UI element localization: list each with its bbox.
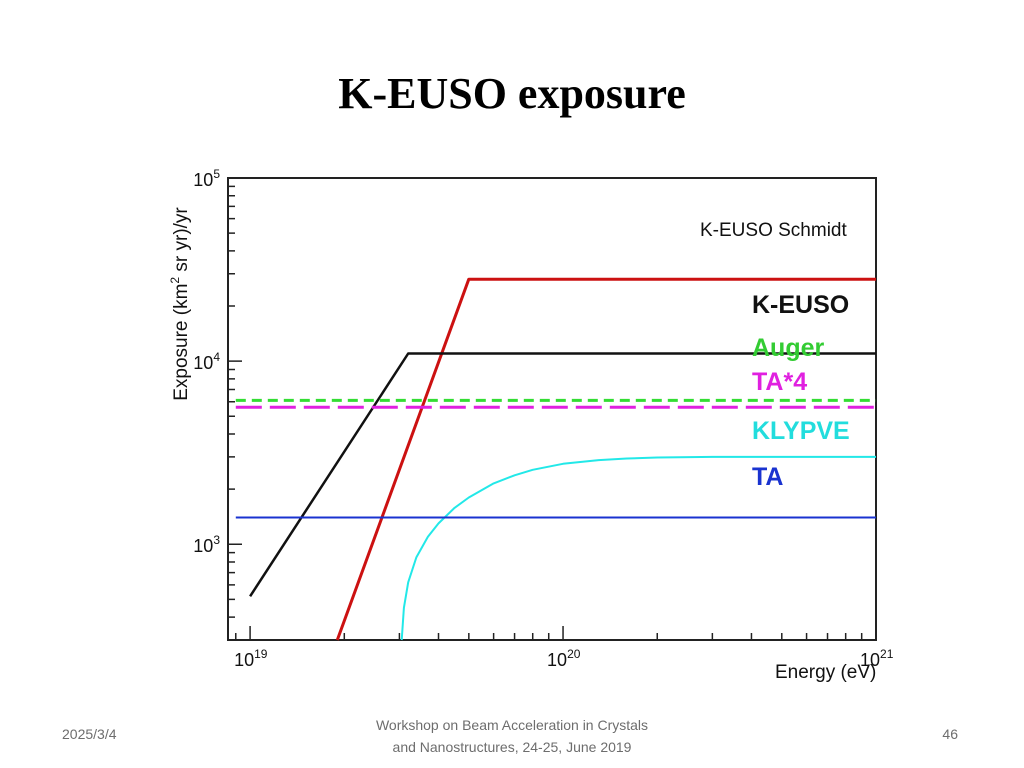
minor-ticks: [228, 177, 877, 641]
legend-label: TA*4: [752, 368, 807, 396]
x-tick-label: 1020: [547, 647, 581, 670]
legend-label: Auger: [752, 334, 825, 362]
series-line-k-euso-schmidt: [335, 277, 876, 641]
x-tick-base: 10: [860, 650, 880, 670]
x-tick-label: 1021: [860, 647, 894, 670]
x-axis-label: Energy (eV): [775, 662, 876, 683]
y-axis-label: Exposure (km2 sr yr)/yr: [168, 207, 192, 401]
y-axis-label-sup: 2: [168, 277, 182, 284]
y-tick-base: 10: [193, 353, 213, 373]
y-tick-base: 10: [193, 170, 213, 190]
x-tick-exp: 20: [567, 647, 581, 661]
plot-frame: [227, 177, 877, 641]
x-tick-exp: 19: [254, 647, 268, 661]
x-tick-base: 10: [547, 650, 567, 670]
legend: K-EUSO Schmidt K-EUSO Auger TA*4 KLYPVE TA: [700, 220, 850, 491]
y-tick-exp: 3: [213, 533, 220, 547]
y-tick-label: 105: [193, 167, 220, 190]
x-tick-label: 1019: [234, 647, 268, 670]
footer-event-line-2: and Nanostructures, 24-25, June 2019: [392, 739, 632, 755]
y-tick-exp: 5: [213, 167, 220, 181]
x-tick-base: 10: [234, 650, 254, 670]
y-axis-label-tail: sr yr)/yr: [171, 207, 192, 277]
footer-date: 2025/3/4: [62, 726, 117, 742]
series-line-k-euso: [249, 352, 876, 597]
series-line-klypve: [400, 455, 876, 641]
slide-title: K-EUSO exposure: [338, 69, 686, 118]
legend-label: KLYPVE: [752, 417, 850, 445]
x-tick-exp: 21: [880, 647, 894, 661]
footer-event-line-1: Workshop on Beam Acceleration in Crystal…: [375, 717, 649, 733]
series-layer: [235, 277, 876, 641]
footer-event: Workshop on Beam Acceleration in Crystal…: [312, 714, 712, 758]
exposure-chart: 103 104 105 1019 1020 1021 Energy (eV) Exposu…: [150, 150, 910, 690]
y-tick-base: 10: [193, 536, 213, 556]
y-tick-label: 103: [193, 533, 220, 556]
y-axis-label-base: Exposure (km: [171, 284, 192, 401]
legend-label: K-EUSO Schmidt: [700, 220, 847, 241]
y-tick-label: 104: [193, 350, 220, 373]
legend-label: K-EUSO: [752, 291, 849, 319]
y-tick-exp: 4: [213, 350, 220, 364]
legend-label: TA: [752, 463, 783, 491]
page-number: 46: [942, 726, 958, 742]
